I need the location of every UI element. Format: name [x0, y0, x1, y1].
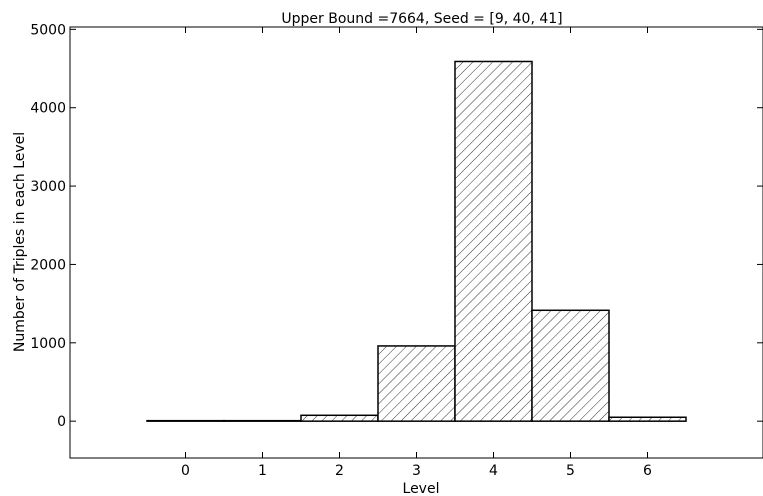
y-tick-label: 1000 [30, 336, 66, 352]
bars-group [146, 60, 687, 422]
y-tick-label: 4000 [30, 101, 66, 117]
x-tick-label: 4 [489, 463, 498, 479]
bar-outline [223, 419, 302, 422]
y-tick-label: 3000 [30, 179, 66, 195]
x-tick-label: 3 [412, 463, 421, 479]
x-tick-label: 1 [258, 463, 267, 479]
bar-hatch [609, 417, 686, 422]
bar-level-1 [223, 419, 302, 422]
chart-title: Upper Bound =7664, Seed = [9, 40, 41] [281, 11, 562, 27]
y-axis-ticks: 0 1000 2000 3000 4000 5000 [30, 22, 763, 430]
y-axis-label: Number of Triples in each Level [12, 132, 28, 352]
x-tick-label: 6 [643, 463, 652, 479]
y-tick-label: 2000 [30, 257, 66, 273]
y-tick-label: 0 [57, 414, 66, 430]
bar-level-0 [146, 419, 225, 422]
bar-hatch [455, 61, 532, 422]
bar-outline [608, 416, 687, 422]
bar-outline [454, 60, 533, 422]
x-tick-label: 0 [181, 463, 190, 479]
x-tick-label: 5 [566, 463, 575, 479]
y-tick-label: 5000 [30, 22, 66, 38]
bar-level-5 [531, 309, 610, 422]
x-axis-label: Level [403, 481, 440, 496]
bar-hatch [532, 310, 609, 422]
bar-outline [146, 419, 225, 422]
bar-outline [531, 309, 610, 422]
bar-hatch [301, 415, 378, 422]
x-axis-ticks: 0 1 2 3 4 5 6 [181, 27, 652, 479]
bar-level-2 [300, 414, 379, 422]
bar-level-6 [608, 416, 687, 422]
bar-level-4 [454, 60, 533, 422]
bar-hatch [378, 345, 455, 422]
x-tick-label: 2 [335, 463, 344, 479]
bar-level-3 [377, 345, 456, 422]
